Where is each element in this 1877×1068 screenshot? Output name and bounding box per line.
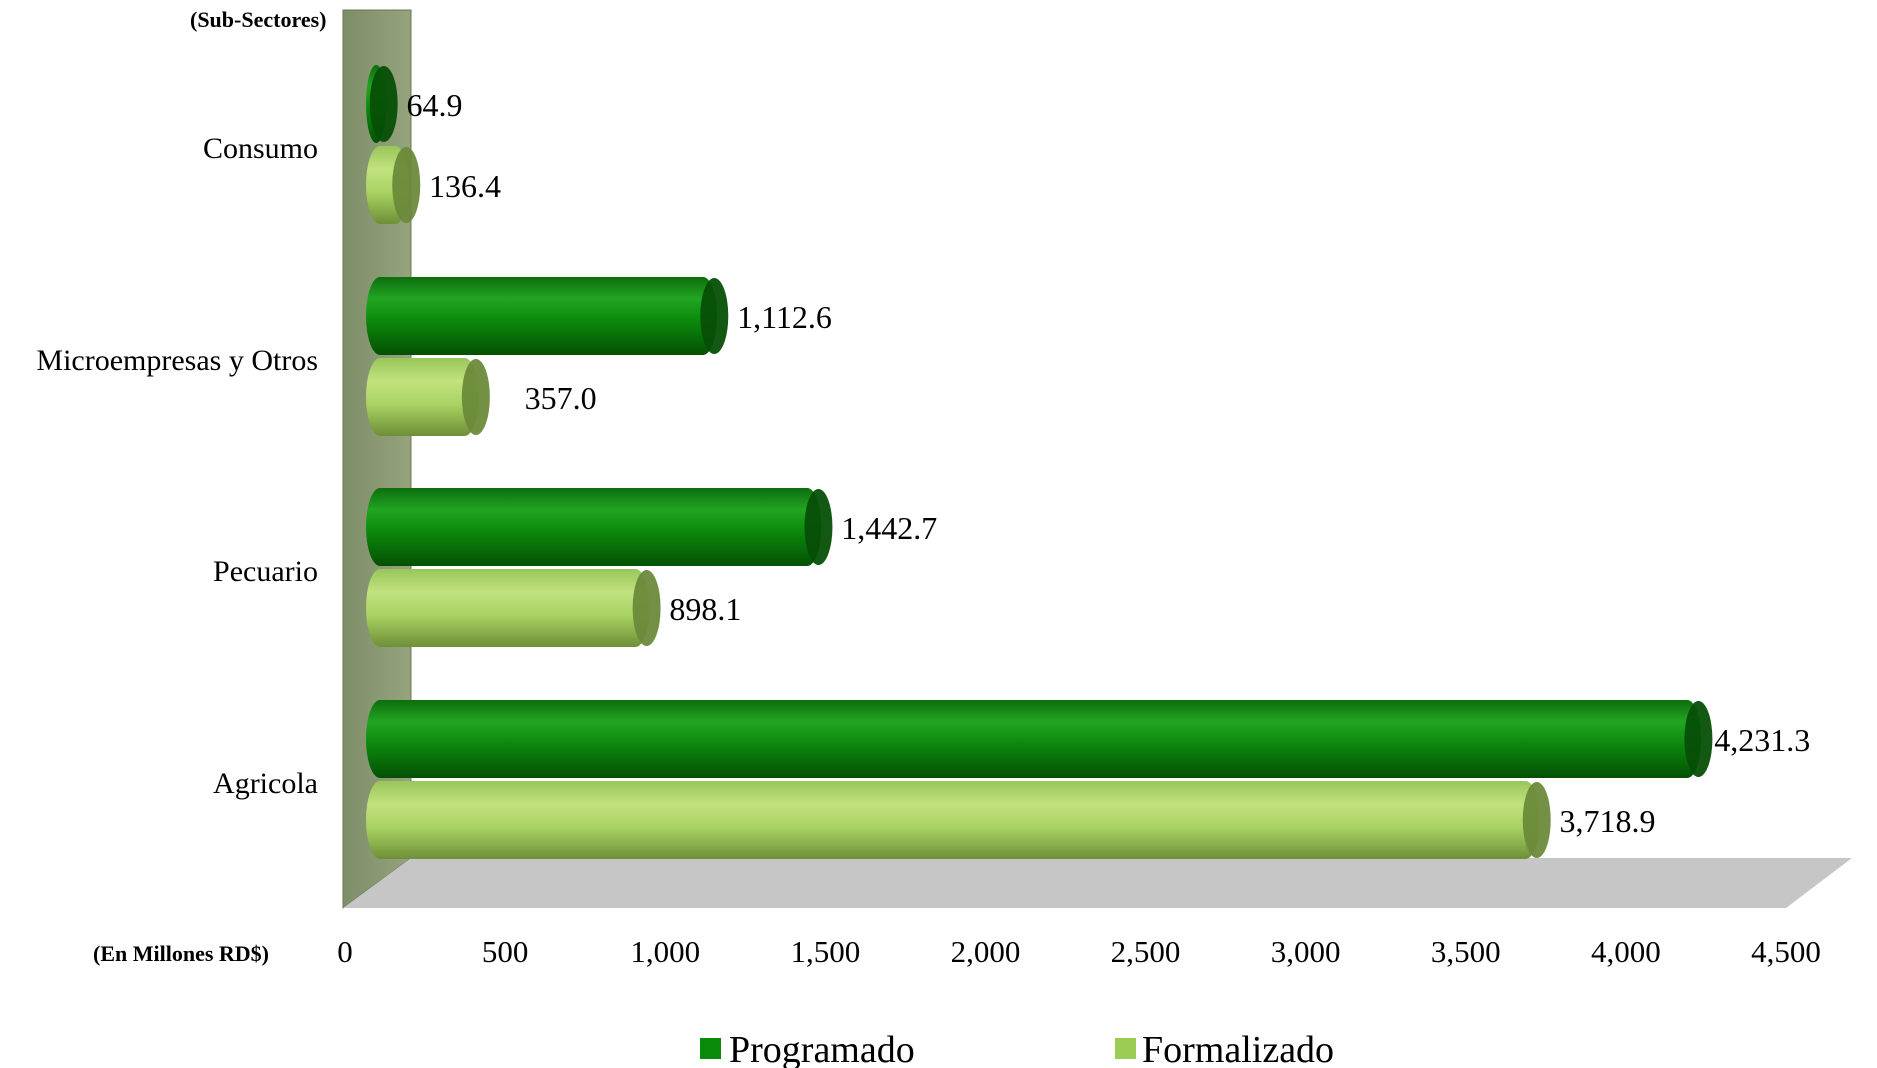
bar-cap-pecuario-formalizado (632, 570, 661, 646)
category-label-consumo: Consumo (203, 132, 318, 165)
legend-swatch-programado (700, 1038, 721, 1059)
legend-label-programado: Programado (729, 1029, 915, 1068)
chart-floor (343, 858, 1852, 908)
value-label-agricola-formalizado: 3,718.9 (1560, 803, 1656, 839)
x-tick-label-8: 4,000 (1591, 934, 1661, 969)
x-tick-label-6: 3,000 (1271, 934, 1341, 969)
legend: Programado Formalizado (700, 1029, 1334, 1068)
x-tick-label-3: 1,500 (790, 934, 860, 969)
legend-swatch-formalizado (1115, 1038, 1136, 1059)
x-tick-labels-group: 0 500 1,000 1,500 2,000 2,500 3,000 3,500 4,000 4… (337, 934, 1821, 969)
bar-cap-microempresas-y-otros-programado (700, 278, 729, 354)
bar-cap-agricola-formalizado (1522, 782, 1551, 858)
category-label-agricola: Agricola (213, 767, 318, 800)
x-tick-label-9: 4,500 (1751, 934, 1821, 969)
value-labels-group: 64.9 136.4 1,112.6 357.0 1,442.7 898.1 4,231.3… (406, 87, 1810, 839)
value-label-agricola-programado: 4,231.3 (1714, 722, 1810, 758)
bar-cap-microempresas-y-otros-formalizado (461, 359, 490, 435)
bar-cap-consumo-programado (369, 66, 398, 142)
value-label-consumo-formalizado: 136.4 (429, 168, 501, 204)
bar-pecuario-programado (366, 488, 822, 566)
bar-microempresas-y-otros-formalizado (366, 358, 479, 436)
value-label-pecuario-formalizado: 898.1 (669, 591, 741, 627)
bars-group (366, 65, 1713, 859)
y-axis-title: (Sub-Sectores) (190, 7, 326, 32)
x-tick-label-2: 1,000 (630, 934, 700, 969)
x-tick-label-0: 0 (337, 934, 353, 969)
x-tick-label-5: 2,500 (1111, 934, 1181, 969)
value-label-consumo-programado: 64.9 (406, 87, 462, 123)
x-tick-label-1: 500 (482, 934, 529, 969)
bar-agricola-programado (366, 700, 1702, 778)
bar-agricola-formalizado (366, 781, 1540, 859)
bar-pecuario-formalizado (366, 569, 650, 647)
value-label-pecuario-programado: 1,442.7 (841, 510, 937, 546)
category-labels-group: Consumo Microempresas y Otros Pecuario Agri… (36, 132, 318, 800)
value-label-microempresas-y-otros-programado: 1,112.6 (737, 299, 832, 335)
bar-cap-agricola-programado (1684, 701, 1713, 777)
x-tick-label-7: 3,500 (1431, 934, 1501, 969)
value-label-microempresas-y-otros-formalizado: 357.0 (525, 380, 597, 416)
bar-microempresas-y-otros-programado (366, 277, 718, 355)
x-tick-label-4: 2,000 (951, 934, 1021, 969)
bar-cap-consumo-formalizado (392, 147, 421, 223)
bar-cap-pecuario-programado (804, 489, 833, 565)
category-label-microempresas-y-otros: Microempresas y Otros (36, 344, 318, 377)
x-axis-title: (En Millones RD$) (93, 941, 269, 966)
category-label-pecuario: Pecuario (213, 555, 318, 588)
legend-label-formalizado: Formalizado (1142, 1029, 1334, 1068)
